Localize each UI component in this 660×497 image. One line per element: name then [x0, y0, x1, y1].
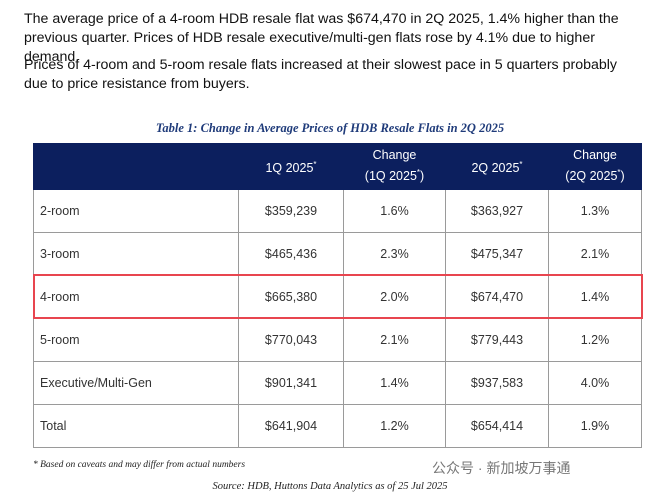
header-cell [33, 143, 239, 190]
header-sup: * [313, 159, 317, 169]
header-sup: * [617, 168, 621, 178]
table-cell: 1.2% [548, 318, 642, 362]
table-cell: 1.3% [548, 189, 642, 233]
table-cell: 4.0% [548, 361, 642, 405]
header-cell: Change (2Q 2025*) [548, 143, 642, 190]
table-row: 2-room $359,239 1.6% $363,927 1.3% [33, 189, 642, 233]
table-row: 3-room $465,436 2.3% $475,347 2.1% [33, 232, 642, 276]
header-sup: * [416, 168, 421, 178]
header-text: (2Q 2025 [565, 169, 618, 184]
paragraph: Prices of 4-room and 5-room resale flats… [24, 57, 618, 92]
table-cell: $475,347 [445, 232, 549, 276]
source: Source: HDB, Huttons Data Analytics as o… [212, 481, 448, 492]
table-cell: 4-room [33, 275, 239, 319]
table-cell: $465,436 [238, 232, 344, 276]
table-cell: 1.6% [343, 189, 446, 233]
table: 1Q 2025* Change (1Q 2025*) 2Q 2025* Change (2… [33, 143, 642, 448]
table-cell: $674,470 [445, 275, 549, 319]
table-cell: $363,927 [445, 189, 549, 233]
table-cell: $641,904 [238, 404, 344, 448]
table-cell: 1.2% [343, 404, 446, 448]
table-row: 5-room $770,043 2.1% $779,443 1.2% [33, 318, 642, 362]
header-cell: Change (1Q 2025*) [343, 143, 446, 190]
table-cell: $937,583 [445, 361, 549, 405]
table-cell: 2-room [33, 189, 239, 233]
header-text: 2Q 2025 [471, 161, 520, 176]
table-cell: 1.4% [343, 361, 446, 405]
table-cell: 3-room [33, 232, 239, 276]
header-cell: 1Q 2025* [238, 143, 344, 190]
table-row: Executive/Multi-Gen $901,341 1.4% $937,583 4… [33, 361, 642, 405]
table-cell: Total [33, 404, 239, 448]
table-cell: $901,341 [238, 361, 344, 405]
header-text: 1Q 2025 [265, 161, 314, 176]
header-sup: * [519, 159, 523, 169]
table-caption: Table 1: Change in Average Prices of HDB… [155, 121, 505, 135]
footnote: * Based on caveats and may differ from a… [33, 460, 246, 470]
table-cell: Executive/Multi-Gen [33, 361, 239, 405]
table-cell: $654,414 [445, 404, 549, 448]
table-row: Total $641,904 1.2% $654,414 1.9% [33, 404, 642, 448]
watermark: 公众号 · 新加坡万事通 [432, 460, 571, 476]
table-cell: 2.1% [548, 232, 642, 276]
table-cell: $779,443 [445, 318, 549, 362]
header-text: (1Q 2025 [364, 169, 417, 184]
table-cell: $359,239 [238, 189, 344, 233]
table-cell: $665,380 [238, 275, 344, 319]
table-cell: 2.0% [343, 275, 446, 319]
header-text: ) [420, 169, 425, 184]
header-text: ) [620, 169, 625, 184]
header-cell: 2Q 2025* [445, 143, 549, 190]
table-cell: 2.1% [343, 318, 446, 362]
paragraph: The average price of a 4-room HDB resale… [24, 11, 619, 65]
table-cell: 2.3% [343, 232, 446, 276]
table-cell: 1.4% [548, 275, 642, 319]
table-cell: $770,043 [238, 318, 344, 362]
header-text: Change [573, 148, 617, 163]
table-cell: 5-room [33, 318, 239, 362]
table-row: 4-room $665,380 2.0% $674,470 1.4% [33, 275, 642, 319]
header-text: Change [372, 148, 417, 163]
table-cell: 1.9% [548, 404, 642, 448]
header-row: 1Q 2025* Change (1Q 2025*) 2Q 2025* Change (2… [33, 143, 642, 190]
